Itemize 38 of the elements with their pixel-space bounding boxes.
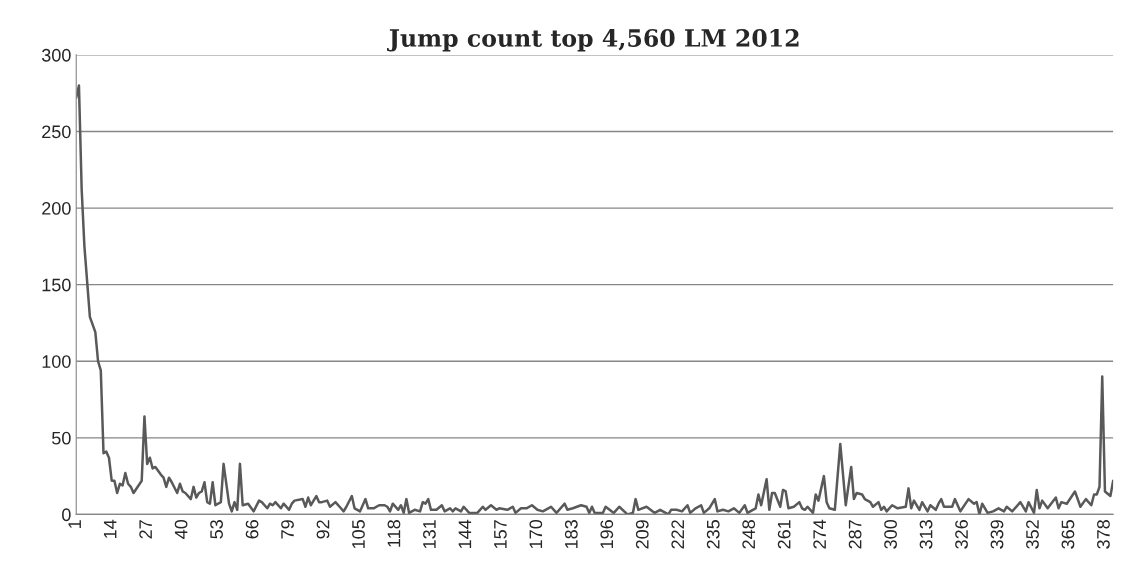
y-tick-label: 50 — [52, 431, 71, 445]
x-tick-label: 326 — [955, 520, 968, 549]
x-tick-label: 261 — [777, 520, 791, 549]
x-tick-label: 92 — [316, 520, 330, 539]
x-tick-label: 248 — [742, 520, 756, 549]
y-tick-label: 200 — [42, 202, 71, 215]
chart-title: Jump count top 4,560 LM 2012 — [387, 29, 799, 52]
x-tick-label: 79 — [281, 520, 294, 539]
x-tick-label: 157 — [494, 520, 507, 549]
x-tick-label: 339 — [990, 520, 1004, 549]
x-tick-label: 105 — [352, 520, 365, 549]
x-tick-label: 40 — [174, 519, 188, 539]
x-tick-label: 274 — [813, 519, 826, 549]
x-tick-label: 209 — [635, 520, 649, 549]
x-tick-label: 222 — [671, 520, 684, 549]
x-tick-label: 183 — [564, 520, 578, 549]
y-tick-label: 0 — [62, 508, 71, 522]
x-tick-label: 27 — [139, 520, 152, 539]
x-tick-label: 365 — [1061, 520, 1075, 549]
x-tick-label: 287 — [848, 520, 862, 549]
x-tick-label: 300 — [884, 519, 897, 549]
x-tick-label: 352 — [1026, 520, 1039, 549]
y-tick-label: 250 — [42, 125, 71, 139]
x-tick-label: 53 — [210, 520, 223, 539]
x-tick-label: 1 — [68, 520, 81, 528]
y-tick-label: 150 — [42, 278, 71, 292]
x-tick-label: 118 — [387, 520, 401, 547]
x-tick-label: 170 — [529, 519, 543, 549]
x-tick-label: 235 — [706, 520, 720, 549]
y-tick-label: 100 — [42, 355, 71, 368]
x-tick-label: 378 — [1097, 520, 1110, 549]
x-tick-label: 66 — [245, 520, 259, 539]
x-tick-label: 131 — [423, 520, 436, 549]
x-tick-label: 144 — [458, 519, 472, 549]
y-tick-label: 300 — [41, 48, 71, 62]
x-tick-label: 196 — [600, 520, 614, 549]
x-tick-label: 313 — [919, 520, 933, 549]
x-tick-label: 14 — [103, 519, 117, 538]
